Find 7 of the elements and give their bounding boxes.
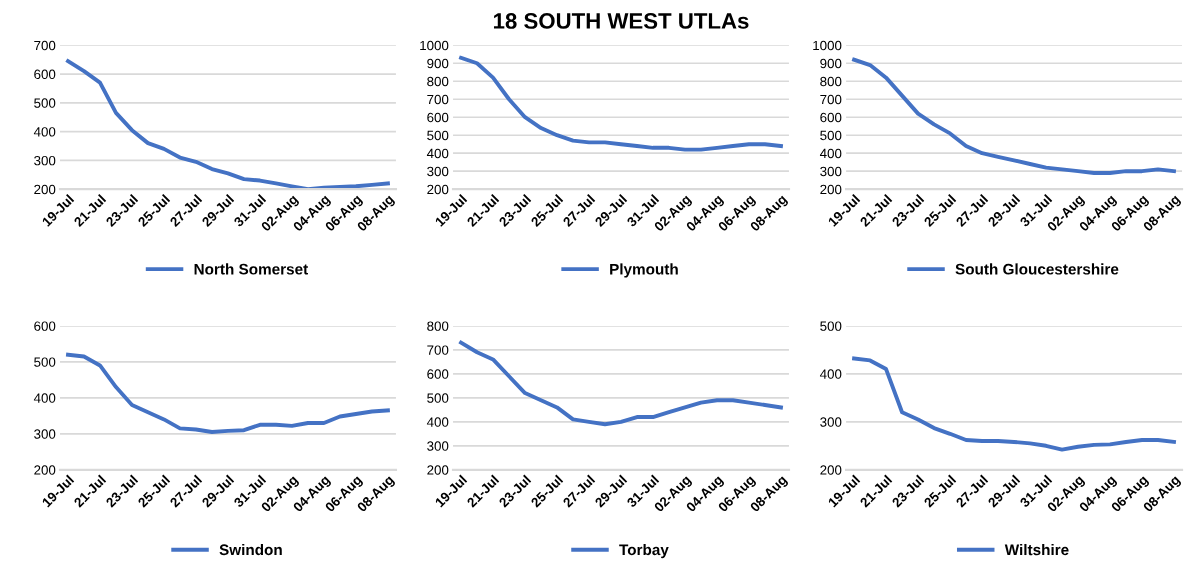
line-series — [852, 57, 1176, 175]
line-series — [852, 356, 1176, 452]
line-series — [459, 340, 783, 427]
line-series — [66, 59, 390, 190]
line-series — [459, 55, 783, 152]
chart-title: 18 SOUTH WEST UTLAs — [493, 13, 749, 29]
line-series — [66, 352, 390, 434]
